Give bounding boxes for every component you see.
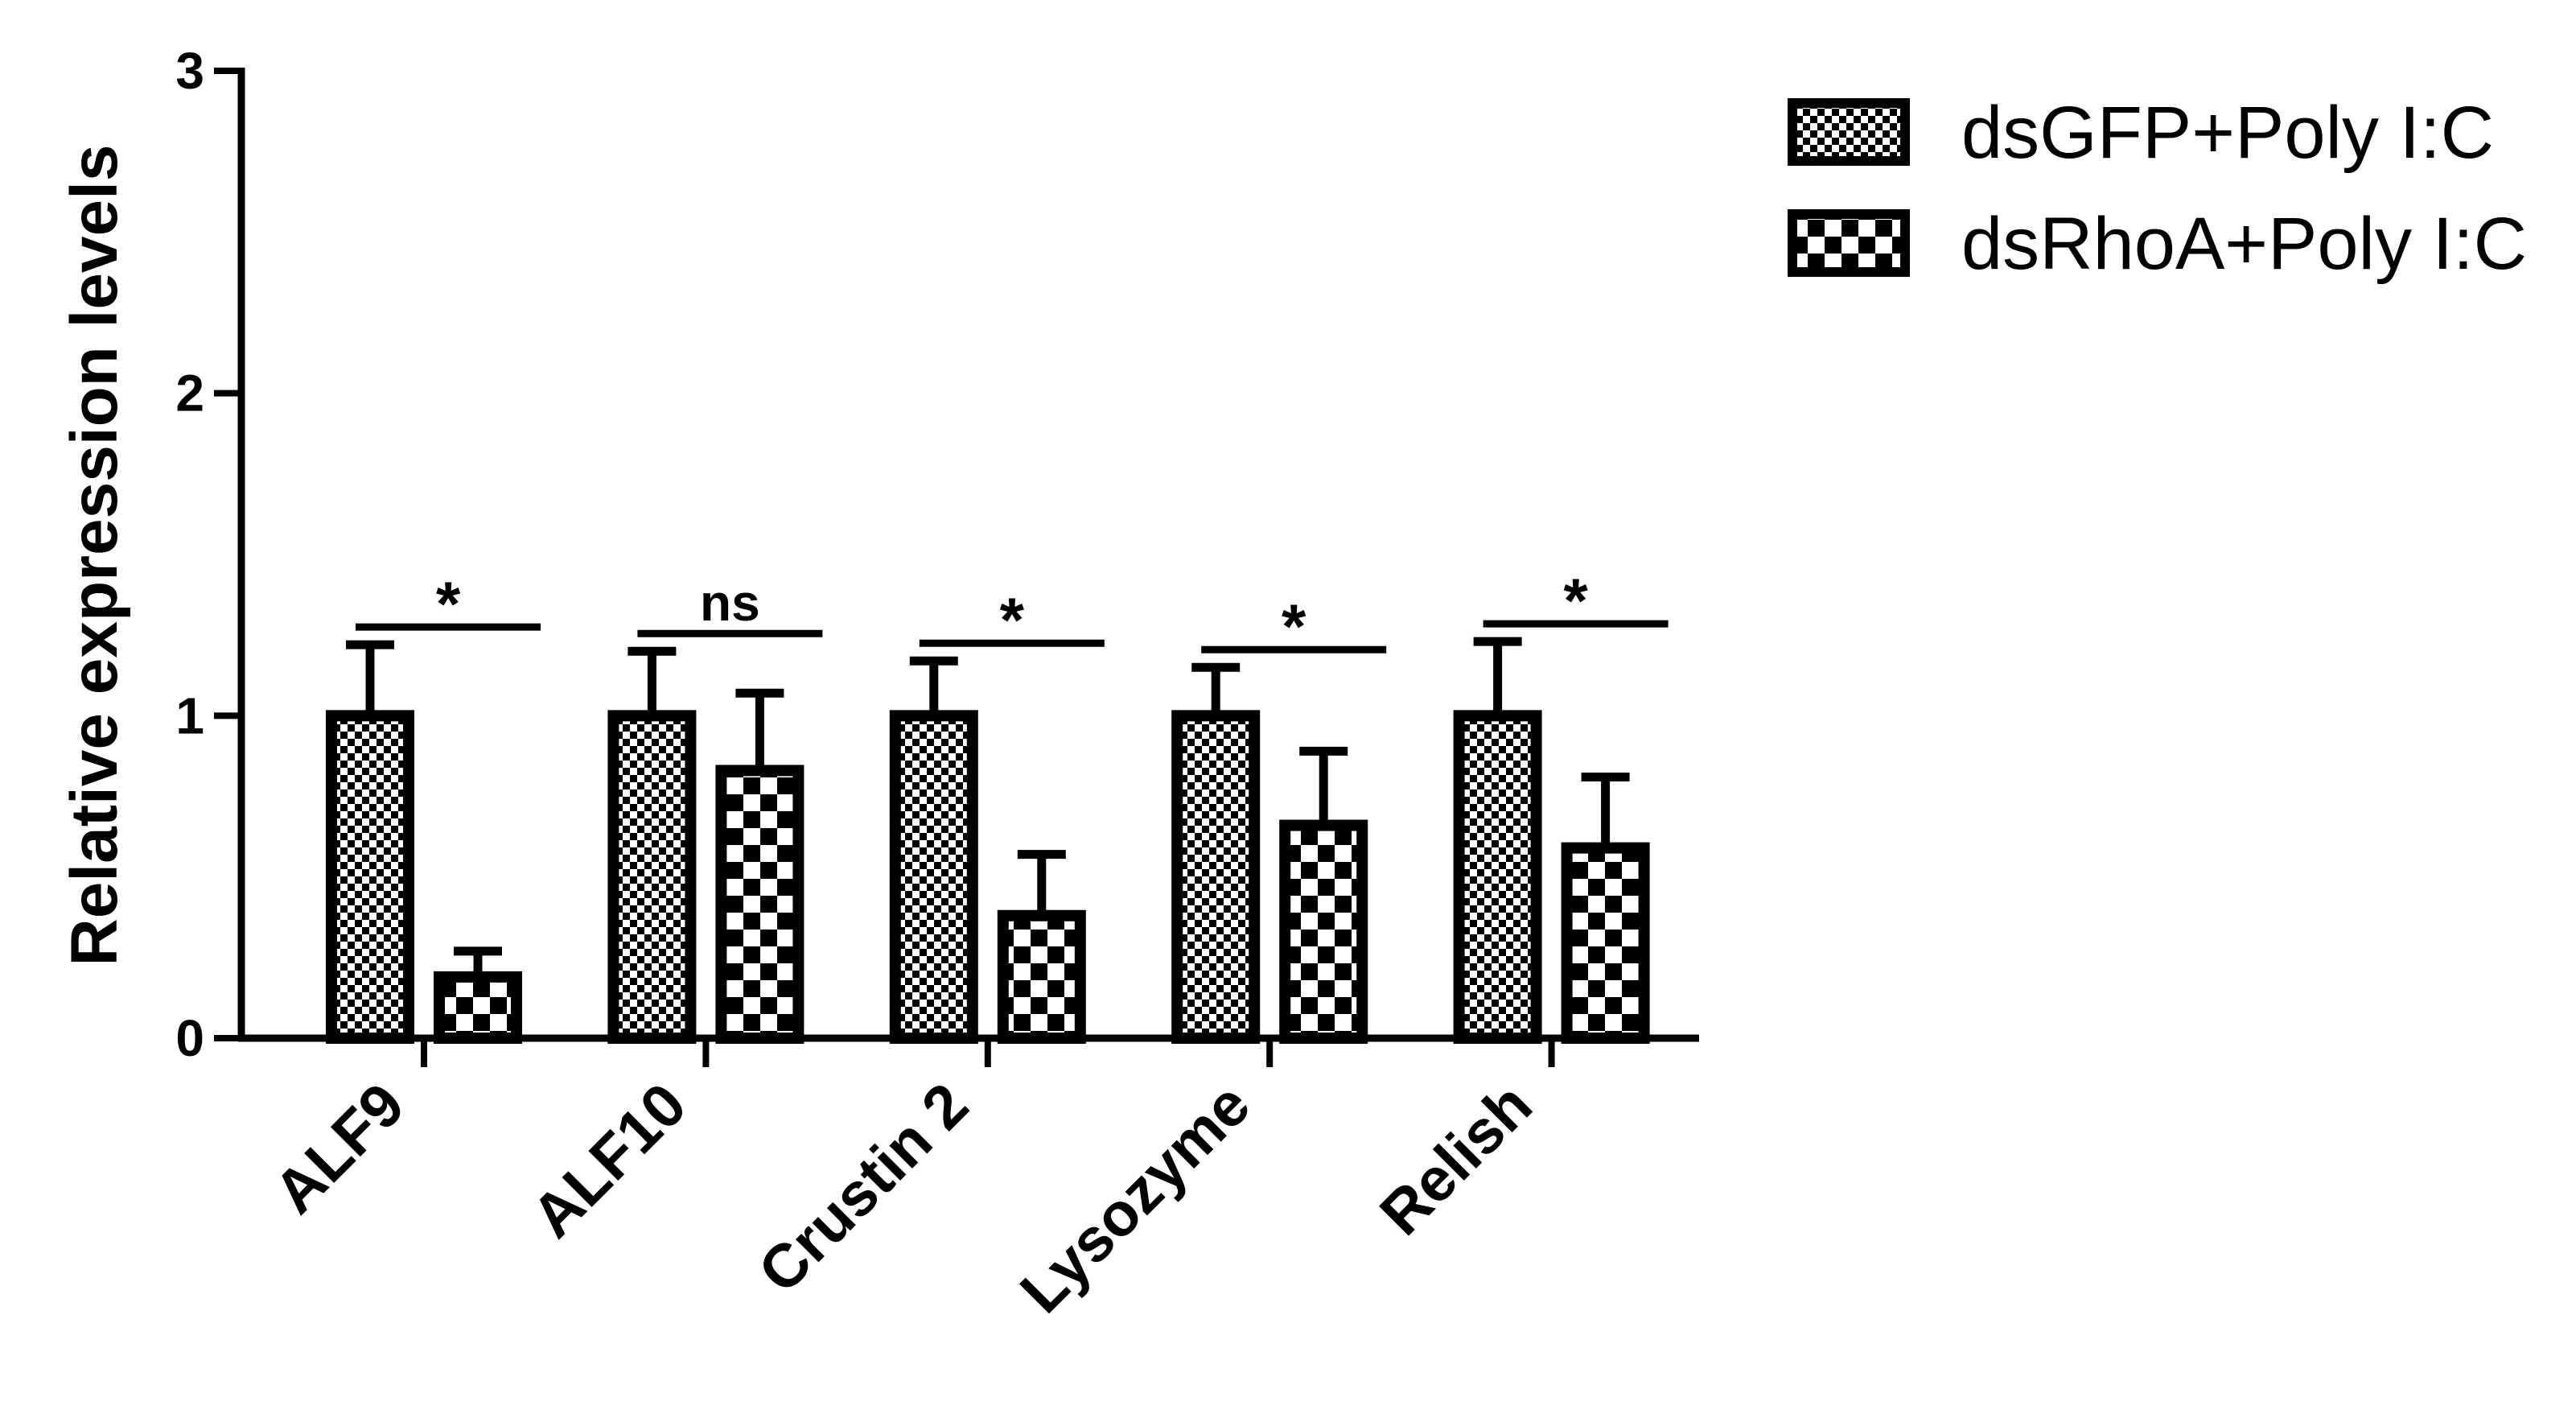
legend-label: dsGFP+Poly I:C bbox=[1961, 92, 2494, 174]
x-axis: ALF9 ALF10 Crustin 2 Lysozyme Relish bbox=[238, 1034, 1699, 1326]
x-tick-label: Relish bbox=[1367, 1070, 1545, 1248]
x-tick-label: ALF9 bbox=[261, 1070, 418, 1226]
y-tick-label: 1 bbox=[175, 686, 204, 744]
bar-dsrhoa bbox=[1279, 819, 1368, 1045]
significance-label: * bbox=[1000, 584, 1025, 655]
bar-dsgfp bbox=[326, 710, 414, 1044]
x-tick-label: Crustin 2 bbox=[746, 1070, 981, 1306]
legend-swatch bbox=[1788, 209, 1910, 277]
y-tick-label: 3 bbox=[175, 42, 204, 100]
significance-markers: * ns * * * bbox=[356, 565, 1669, 662]
significance-label: * bbox=[1563, 565, 1588, 636]
x-tick-label: Lysozyme bbox=[1007, 1070, 1263, 1326]
bar-dsrhoa bbox=[1561, 842, 1650, 1045]
error-bars bbox=[346, 637, 1630, 977]
bar-dsrhoa bbox=[715, 765, 804, 1044]
bar-dsgfp bbox=[889, 710, 978, 1044]
x-tick-label: ALF10 bbox=[519, 1070, 699, 1251]
bar-dsrhoa bbox=[434, 971, 522, 1044]
bar-dsgfp bbox=[607, 710, 697, 1044]
y-tick-label: 2 bbox=[175, 365, 204, 423]
y-axis: 0 1 2 3 bbox=[175, 42, 245, 1067]
legend-label: dsRhoA+Poly I:C bbox=[1961, 203, 2527, 285]
significance-label: * bbox=[436, 568, 461, 639]
significance-label: * bbox=[1282, 591, 1307, 662]
bar-dsrhoa bbox=[997, 909, 1086, 1045]
bar-dsgfp bbox=[1171, 710, 1261, 1044]
bar-group bbox=[326, 710, 1650, 1045]
y-tick-label: 0 bbox=[175, 1009, 204, 1067]
legend-swatch bbox=[1788, 98, 1910, 166]
bar-dsgfp bbox=[1453, 710, 1542, 1044]
y-axis-title: Relative expression levels bbox=[58, 144, 131, 966]
significance-label: ns bbox=[700, 574, 760, 632]
legend: dsGFP+Poly I:C dsRhoA+Poly I:C bbox=[1788, 92, 2527, 285]
